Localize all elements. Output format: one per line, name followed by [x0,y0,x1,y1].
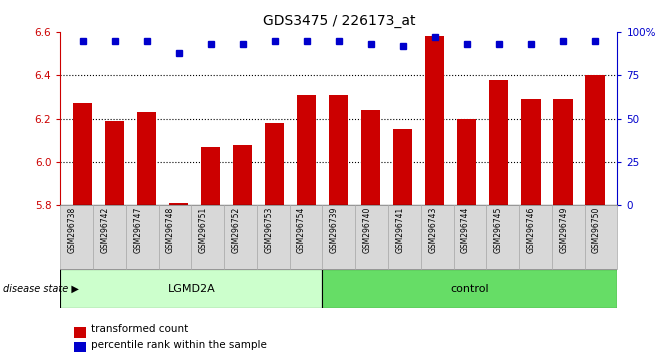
Text: disease state ▶: disease state ▶ [3,284,79,293]
Text: control: control [451,284,489,293]
Bar [361,110,380,205]
Text: GSM296740: GSM296740 [362,207,372,253]
Bar [137,112,156,205]
Bar [329,95,348,205]
Text: percentile rank within the sample: percentile rank within the sample [91,340,266,350]
Bar [393,130,413,205]
Bar [169,203,189,205]
Bar [105,121,124,205]
Bar [323,269,617,308]
Bar [585,75,605,205]
Text: GDS3475 / 226173_at: GDS3475 / 226173_at [262,14,415,28]
Text: GSM296743: GSM296743 [428,207,437,253]
Text: GSM296742: GSM296742 [101,207,109,253]
Text: GSM296739: GSM296739 [330,207,339,253]
Text: GSM296753: GSM296753 [264,207,273,253]
Text: LGMD2A: LGMD2A [168,284,215,293]
Text: GSM296746: GSM296746 [527,207,535,253]
Bar [457,119,476,205]
Text: transformed count: transformed count [91,324,188,334]
Text: GSM296752: GSM296752 [231,207,241,253]
Text: GSM296744: GSM296744 [461,207,470,253]
Bar [201,147,221,205]
Text: GSM296747: GSM296747 [134,207,142,253]
Bar [425,36,444,205]
Bar [265,123,285,205]
Bar [60,269,323,308]
Bar [234,144,252,205]
Bar [73,103,93,205]
Text: GSM296741: GSM296741 [395,207,405,253]
Text: GSM296751: GSM296751 [199,207,208,253]
Text: GSM296749: GSM296749 [559,207,568,253]
Text: GSM296745: GSM296745 [494,207,503,253]
Text: GSM296754: GSM296754 [297,207,306,253]
Text: GSM296748: GSM296748 [166,207,175,253]
Bar [521,99,541,205]
Bar [554,99,572,205]
Text: GSM296750: GSM296750 [592,207,601,253]
Text: GSM296738: GSM296738 [68,207,76,253]
Bar [297,95,317,205]
Bar [489,80,509,205]
